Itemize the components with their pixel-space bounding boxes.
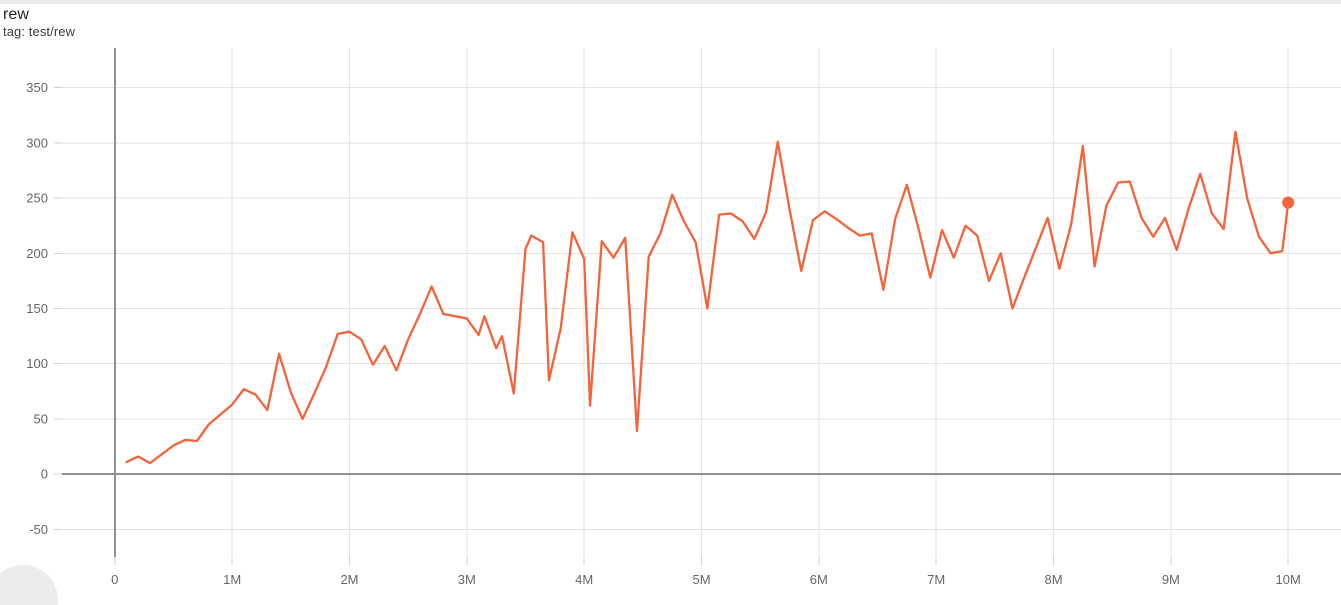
x-tick-label: 4M bbox=[575, 572, 593, 587]
y-tick-label: 200 bbox=[26, 246, 48, 261]
x-tick-label: 9M bbox=[1162, 572, 1180, 587]
x-tick-label: 6M bbox=[810, 572, 828, 587]
line-chart-svg[interactable]: -50 0 50 100 150 200 250 300 350 0 1M 2M 3M 4M 5M 6M 7M… bbox=[0, 48, 1341, 605]
y-tick-label: 300 bbox=[26, 135, 48, 150]
axis-lines bbox=[62, 48, 1341, 557]
x-tick-label: 8M bbox=[1044, 572, 1062, 587]
x-tick-label: 3M bbox=[458, 572, 476, 587]
y-tick-label: 50 bbox=[34, 411, 48, 426]
x-tick-label: 10M bbox=[1276, 572, 1301, 587]
x-tick-label: 7M bbox=[927, 572, 945, 587]
page-title: rew bbox=[3, 6, 30, 23]
x-axis-ticks: 0 1M 2M 3M 4M 5M 6M 7M 8M 9M 10M bbox=[111, 557, 1301, 587]
y-axis-ticks: -50 0 50 100 150 200 250 300 350 bbox=[26, 80, 62, 537]
y-tick-label: 150 bbox=[26, 301, 48, 316]
plot-area[interactable]: -50 0 50 100 150 200 250 300 350 0 1M 2M 3M 4M 5M 6M 7M… bbox=[0, 48, 1341, 605]
series-polyline[interactable] bbox=[125, 130, 1290, 465]
gridlines-vertical bbox=[114, 48, 1289, 557]
x-tick-label: 2M bbox=[340, 572, 358, 587]
x-tick-label: 0 bbox=[111, 572, 118, 587]
x-tick-label: 5M bbox=[692, 572, 710, 587]
y-tick-label: 250 bbox=[26, 191, 48, 206]
card-header: rew tag: test/rew bbox=[0, 4, 1341, 40]
x-tick-label: 1M bbox=[223, 572, 241, 587]
chart-tag-label: tag: test/rew bbox=[3, 24, 76, 39]
y-tick-label: 350 bbox=[26, 80, 48, 95]
y-tick-label: -50 bbox=[29, 522, 48, 537]
y-tick-label: 0 bbox=[41, 467, 48, 482]
last-point-marker[interactable] bbox=[1282, 196, 1295, 209]
top-edge-strip bbox=[0, 0, 1341, 4]
series-test-rew[interactable] bbox=[125, 130, 1295, 465]
y-tick-label: 100 bbox=[26, 356, 48, 371]
